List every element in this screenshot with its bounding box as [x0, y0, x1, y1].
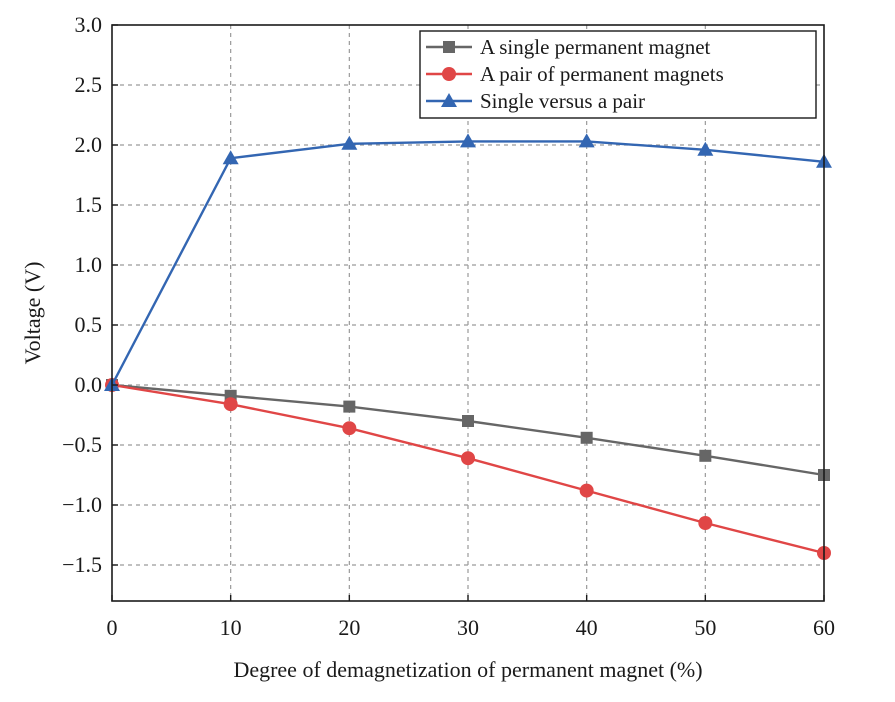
x-tick-label: 60	[813, 615, 835, 640]
x-tick-label: 10	[220, 615, 242, 640]
y-tick-label: 0.5	[75, 312, 103, 337]
data-point	[580, 431, 593, 444]
x-tick-label: 0	[107, 615, 118, 640]
y-tick-label: 2.5	[75, 72, 103, 97]
data-point	[462, 415, 474, 427]
axis-ticks: 0 10 20 30 40 50 60 −1.5 −1.0 −0.5 0.0 0.5 1.0 1.5 2.0…	[62, 12, 835, 640]
data-point	[697, 141, 714, 156]
series-3	[104, 133, 832, 391]
y-tick-label: 1.5	[75, 192, 103, 217]
data-point	[341, 135, 358, 150]
legend-entry: A pair of permanent magnets	[426, 62, 724, 86]
data-point	[343, 400, 356, 413]
legend-label: Single versus a pair	[480, 89, 645, 113]
legend-marker	[441, 93, 457, 107]
x-axis-title: Degree of demagnetization of permanent m…	[233, 657, 702, 682]
legend: A single permanent magnet A pair of perma…	[419, 30, 817, 119]
legend-label: A pair of permanent magnets	[480, 62, 724, 86]
legend-entry: A single permanent magnet	[426, 35, 711, 59]
legend-entry: Single versus a pair	[426, 89, 645, 113]
data-point	[222, 150, 239, 165]
y-tick-label: −1.0	[62, 492, 102, 517]
y-tick-label: 3.0	[75, 12, 103, 37]
data-point	[223, 397, 238, 412]
data-point	[578, 133, 595, 148]
y-tick-label: 1.0	[75, 252, 103, 277]
legend-label: A single permanent magnet	[480, 35, 711, 59]
x-tick-label: 30	[457, 615, 479, 640]
data-point	[699, 449, 712, 462]
y-tick-label: 0.0	[75, 372, 103, 397]
data-point	[461, 451, 475, 466]
legend-marker	[443, 41, 455, 53]
y-axis-title: Voltage (V)	[20, 262, 45, 365]
data-point	[698, 516, 713, 530]
data-point	[342, 421, 357, 436]
legend-box	[419, 30, 817, 119]
y-tick-label: −0.5	[62, 432, 102, 457]
y-tick-label: 2.0	[75, 132, 103, 157]
data-point	[460, 133, 476, 148]
y-tick-label: −1.5	[62, 552, 102, 577]
x-tick-label: 20	[338, 615, 360, 640]
legend-marker	[442, 67, 456, 81]
x-tick-label: 50	[694, 615, 716, 640]
data-point	[579, 483, 594, 498]
x-tick-label: 40	[576, 615, 598, 640]
